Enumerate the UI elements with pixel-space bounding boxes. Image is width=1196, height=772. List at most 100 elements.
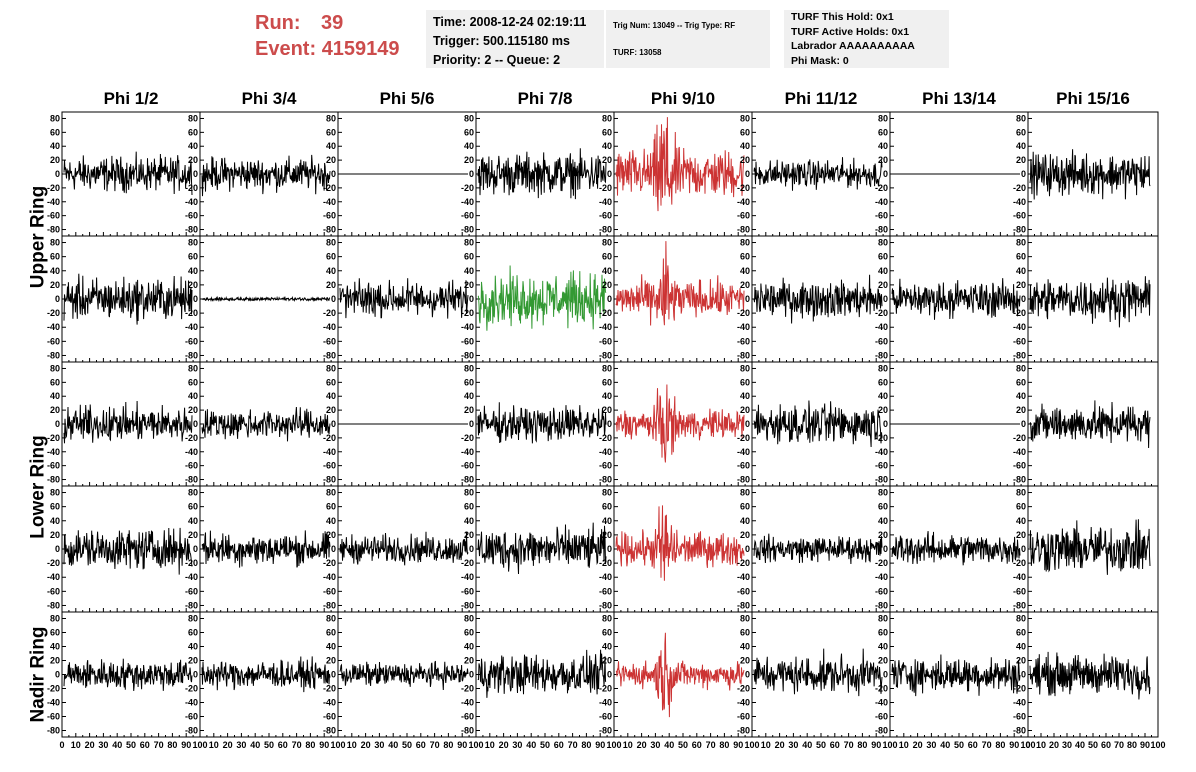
x-tick-label: 0 [1025,740,1030,750]
waveform-trace [1029,651,1151,700]
turf-active-text: TURF Active Holds: 0x1 [791,25,910,38]
x-tick-label: 10 [899,740,909,750]
y-tick-label: 20 [740,405,750,415]
y-tick-label: 40 [878,642,888,652]
y-tick-label: 60 [878,127,888,137]
x-tick-label: 90 [871,740,881,750]
event-label: Event: [255,38,317,60]
y-tick-label: -40 [875,197,888,207]
y-tick-label: 60 [50,127,60,137]
y-tick-label: -40 [1013,698,1026,708]
y-tick-label: 0 [883,544,888,554]
y-tick-label: -40 [875,447,888,457]
y-tick-label: -80 [1013,350,1026,360]
y-tick-label: 0 [1021,670,1026,680]
y-tick-label: 40 [326,266,336,276]
y-tick-label: 20 [50,530,60,540]
y-tick-label: 0 [745,294,750,304]
y-tick-label: 40 [1016,141,1026,151]
x-tick-label: 60 [416,740,426,750]
y-tick-label: 0 [55,670,60,680]
y-tick-label: 80 [740,238,750,248]
event-row: Event: 4159149 [255,36,400,62]
x-tick-label: 100 [1020,740,1035,750]
y-tick-label: 40 [740,266,750,276]
x-tick-label: 70 [844,740,854,750]
y-tick-label: -40 [737,447,750,457]
x-tick-label: 70 [430,740,440,750]
y-tick-label: -40 [185,447,198,457]
phi-column-title: Phi 13/14 [922,89,996,108]
y-tick-label: -80 [461,600,474,610]
y-tick-label: -60 [599,461,612,471]
waveform-trace [753,274,883,324]
y-tick-label: 20 [1016,155,1026,165]
waveform-trace [63,658,193,691]
y-tick-label: 60 [602,628,612,638]
labrador-text: Labrador AAAAAAAAAA [791,40,915,52]
y-tick-label: -40 [47,572,60,582]
x-tick-label: 90 [1140,740,1150,750]
y-tick-label: 40 [1016,516,1026,526]
waveform-trace [201,295,331,303]
y-tick-label: -60 [323,461,336,471]
y-tick-label: 0 [469,419,474,429]
x-tick-label: 50 [954,740,964,750]
ring-label: Upper Ring [28,186,49,288]
y-tick-label: -80 [1013,475,1026,485]
x-tick-label: 0 [59,740,64,750]
y-tick-label: -20 [461,308,474,318]
y-tick-label: -20 [599,433,612,443]
y-tick-label: -20 [1013,183,1026,193]
waveform-trace [477,522,607,575]
y-tick-label: -80 [737,350,750,360]
y-tick-label: 80 [602,614,612,624]
y-tick-label: -40 [599,572,612,582]
x-tick-label: 90 [1009,740,1019,750]
ring-label: Lower Ring [28,435,49,538]
y-tick-label: 60 [50,502,60,512]
y-tick-label: 40 [1016,391,1026,401]
y-tick-label: -60 [875,712,888,722]
waveform-trace [891,654,1021,697]
x-tick-label: 100 [882,740,897,750]
y-tick-label: 60 [188,252,198,262]
y-tick-label: 80 [464,238,474,248]
y-tick-label: -60 [323,586,336,596]
y-tick-label: 0 [331,670,336,680]
y-tick-label: -60 [737,712,750,722]
y-tick-label: -20 [323,308,336,318]
y-tick-label: 20 [50,656,60,666]
y-tick-label: 20 [50,405,60,415]
y-tick-label: 0 [469,294,474,304]
y-tick-label: 0 [883,419,888,429]
x-tick-label: 60 [140,740,150,750]
x-tick-label: 40 [526,740,536,750]
y-tick-label: 80 [188,113,198,123]
y-tick-label: -80 [737,225,750,235]
y-tick-label: 40 [602,141,612,151]
y-tick-label: 80 [50,488,60,498]
y-tick-label: 40 [602,266,612,276]
waveform-trace [615,117,745,212]
y-tick-label: -20 [599,558,612,568]
y-tick-label: -60 [461,211,474,221]
y-tick-label: 80 [740,488,750,498]
x-tick-label: 30 [926,740,936,750]
y-tick-label: -40 [323,447,336,457]
y-tick-label: 0 [55,419,60,429]
y-tick-label: -60 [599,712,612,722]
y-tick-label: 20 [740,155,750,165]
y-tick-label: 0 [331,169,336,179]
x-tick-label: 40 [664,740,674,750]
y-tick-label: 0 [193,169,198,179]
x-tick-label: 70 [1114,740,1124,750]
y-tick-label: -80 [47,475,60,485]
y-tick-label: -40 [461,572,474,582]
y-tick-label: 80 [602,363,612,373]
y-tick-label: 20 [878,155,888,165]
x-tick-label: 10 [761,740,771,750]
y-tick-label: -40 [875,322,888,332]
y-tick-label: 20 [740,530,750,540]
y-tick-label: 0 [193,419,198,429]
